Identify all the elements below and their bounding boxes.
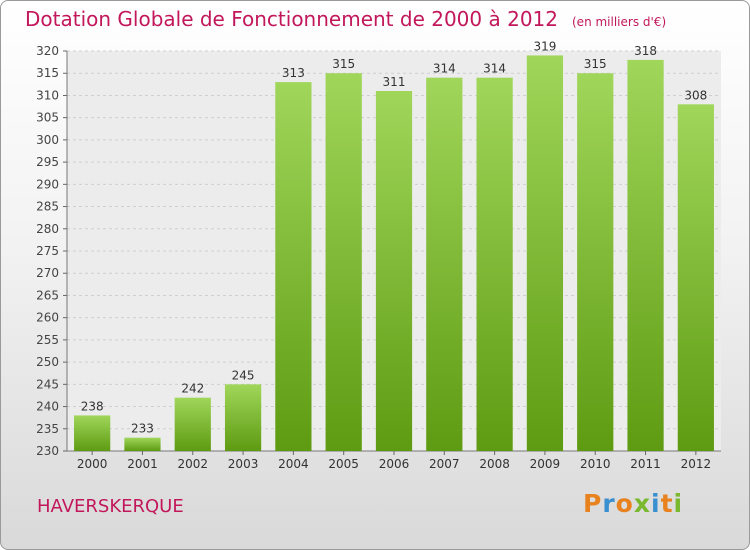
- bar-value-label: 245: [232, 368, 255, 382]
- bar-value-label: 313: [282, 66, 305, 80]
- x-tick-label: 2011: [630, 457, 661, 471]
- y-tick-label: 285: [36, 200, 59, 214]
- commune-name: HAVERSKERQUE: [37, 496, 184, 517]
- x-tick-label: 2003: [228, 457, 259, 471]
- logo-letter: i: [651, 489, 661, 518]
- y-tick-label: 260: [36, 311, 59, 325]
- y-tick-label: 240: [36, 400, 59, 414]
- y-tick-label: 230: [36, 444, 59, 458]
- chart-title-unit: (en milliers d'€): [572, 15, 667, 29]
- x-tick-label: 2002: [177, 457, 208, 471]
- bar: [325, 73, 362, 451]
- bar: [577, 73, 614, 451]
- bar: [275, 82, 312, 451]
- y-tick-label: 235: [36, 422, 59, 436]
- bar-value-label: 318: [634, 44, 657, 58]
- y-tick-label: 315: [36, 66, 59, 80]
- y-tick-label: 255: [36, 333, 59, 347]
- y-tick-label: 275: [36, 244, 59, 258]
- y-tick-label: 295: [36, 155, 59, 169]
- proxiti-logo: Proxiti: [583, 489, 683, 518]
- bar-value-label: 314: [433, 62, 456, 76]
- x-tick-label: 2005: [328, 457, 359, 471]
- bar: [224, 384, 262, 451]
- y-tick-label: 250: [36, 355, 59, 369]
- bar-value-label: 315: [584, 57, 607, 71]
- bar: [627, 59, 664, 452]
- bar: [426, 77, 463, 452]
- y-tick-label: 245: [36, 377, 59, 391]
- y-tick-label: 270: [36, 266, 59, 280]
- bar-value-label: 233: [131, 422, 154, 436]
- x-tick-label: 2001: [127, 457, 158, 471]
- x-tick-label: 2010: [580, 457, 611, 471]
- bar: [174, 397, 211, 451]
- bar-value-label: 314: [483, 62, 506, 76]
- logo-letter: i: [673, 489, 684, 518]
- logo-letter: x: [633, 489, 651, 518]
- bar: [526, 55, 564, 451]
- bar: [74, 415, 111, 451]
- bar-value-label: 242: [181, 382, 204, 396]
- bar: [476, 77, 513, 452]
- x-tick-label: 2009: [530, 457, 561, 471]
- y-tick-label: 265: [36, 288, 59, 302]
- y-tick-label: 280: [36, 222, 59, 236]
- x-tick-label: 2004: [278, 457, 309, 471]
- x-tick-label: 2007: [429, 457, 460, 471]
- y-tick-label: 300: [36, 133, 59, 147]
- x-tick-label: 2006: [379, 457, 410, 471]
- y-tick-label: 290: [36, 177, 59, 191]
- bar-value-label: 238: [81, 399, 104, 413]
- bar-value-label: 308: [684, 88, 707, 102]
- chart-title-main: Dotation Globale de Fonctionnement de 20…: [25, 7, 558, 31]
- logo-letter: o: [615, 489, 634, 518]
- x-tick-label: 2000: [77, 457, 108, 471]
- logo-letter: t: [660, 489, 674, 518]
- y-tick-label: 320: [36, 44, 59, 58]
- bar: [677, 104, 714, 451]
- chart-title: Dotation Globale de Fonctionnement de 20…: [25, 7, 666, 31]
- x-tick-label: 2012: [681, 457, 712, 471]
- bar-value-label: 319: [533, 39, 556, 53]
- bar-value-label: 315: [332, 57, 355, 71]
- logo-letter: r: [602, 489, 616, 518]
- x-tick-label: 2008: [479, 457, 510, 471]
- logo-letter: P: [583, 489, 603, 518]
- bar: [124, 437, 161, 451]
- y-tick-label: 310: [36, 88, 59, 102]
- bar: [375, 91, 413, 451]
- bar-value-label: 311: [383, 75, 406, 89]
- y-tick-label: 305: [36, 111, 59, 125]
